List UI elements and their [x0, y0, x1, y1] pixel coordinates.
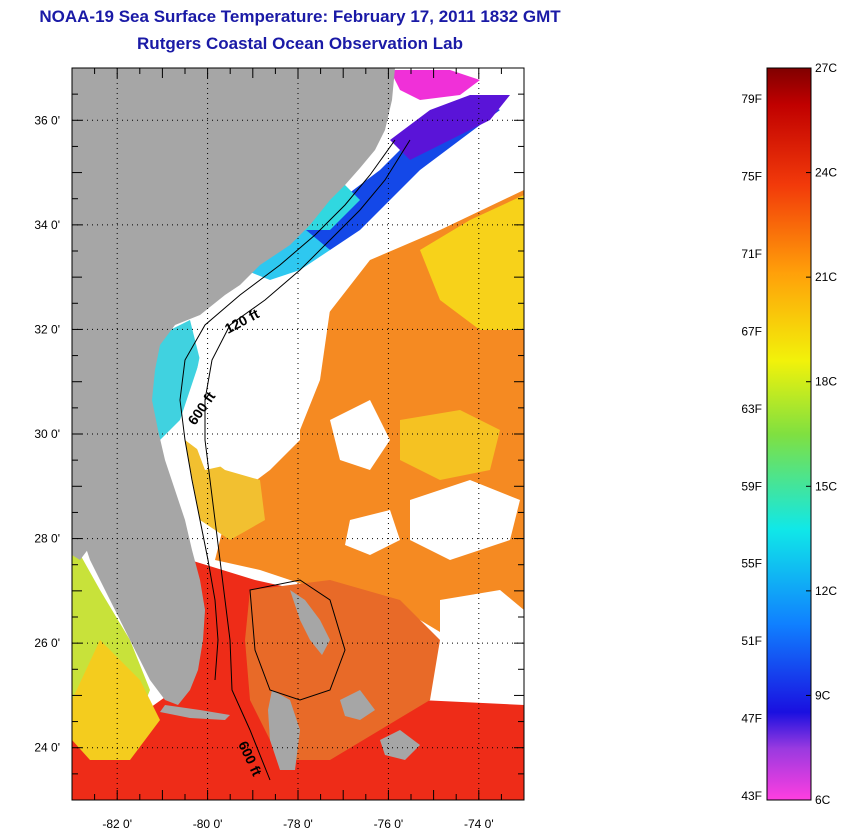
longitude-tick-label: -78 0' — [283, 817, 313, 831]
cloud-area-4 — [345, 510, 400, 555]
latitude-tick-label: 34 0' — [34, 218, 60, 232]
longitude-tick-label: -74 0' — [464, 817, 494, 831]
map-subtitle: Rutgers Coastal Ocean Observation Lab — [137, 34, 463, 53]
colorbar-c-label: 18C — [815, 375, 837, 389]
longitude-tick-label: -80 0' — [193, 817, 223, 831]
colorbar — [766, 67, 812, 801]
isobath-120ft — [179, 139, 396, 681]
latitude-tick-label: 28 0' — [34, 532, 60, 546]
colorbar-fahrenheit-labels: 79F 75F 71F 67F 63F 59F 55F 51F 47F 43F — [741, 92, 762, 803]
longitude-tick-label: -82 0' — [102, 817, 132, 831]
colorbar-f-label: 51F — [741, 634, 762, 648]
axis-ticks — [71, 67, 525, 801]
latitude-tick-label: 26 0' — [34, 636, 60, 650]
longitude-tick-label: -76 0' — [374, 817, 404, 831]
colorbar-f-label: 71F — [741, 247, 762, 261]
colorbar-f-label: 67F — [741, 324, 762, 338]
bahamas-islands-3 — [380, 730, 420, 760]
map-title: NOAA-19 Sea Surface Temperature: Februar… — [39, 7, 561, 26]
colorbar-c-label: 15C — [815, 479, 837, 493]
colorbar-f-label: 75F — [741, 169, 762, 183]
latitude-tick-label: 36 0' — [34, 113, 60, 127]
cloud-area-5 — [440, 590, 524, 660]
latitude-labels: 36 0' 34 0' 32 0' 30 0' 28 0' 26 0' 24 0' — [34, 113, 60, 754]
latitude-tick-label: 30 0' — [34, 427, 60, 441]
colorbar-f-label: 59F — [741, 479, 762, 493]
colorbar-c-label: 21C — [815, 270, 837, 284]
latitude-tick-label: 32 0' — [34, 322, 60, 336]
colorbar-f-label: 79F — [741, 92, 762, 106]
colorbar-f-label: 55F — [741, 557, 762, 571]
gulf-of-mexico-yellow — [72, 640, 160, 760]
nearshore-pink-water — [390, 70, 480, 100]
colorbar-f-label: 47F — [741, 712, 762, 726]
bahamas-bank-contour — [249, 579, 346, 701]
yellow-water-north — [420, 195, 524, 330]
colorbar-c-label: 6C — [815, 793, 831, 807]
grid-lines — [72, 68, 524, 800]
bahamas-islands-2 — [340, 690, 375, 720]
cloud-area-2 — [330, 400, 390, 470]
colorbar-c-label: 12C — [815, 584, 837, 598]
isobath-600ft — [204, 139, 411, 781]
colorbar-f-label: 63F — [741, 402, 762, 416]
longitude-labels: -82 0' -80 0' -78 0' -76 0' -74 0' — [102, 817, 493, 831]
colorbar-c-label: 24C — [815, 166, 837, 180]
us-mainland-land — [72, 68, 395, 705]
gulf-coast-land — [72, 488, 95, 560]
cloud-area-3 — [410, 480, 520, 560]
colorbar-c-label: 9C — [815, 688, 831, 702]
latitude-tick-label: 24 0' — [34, 741, 60, 755]
colorbar-f-label: 43F — [741, 789, 762, 803]
georgia-nearshore-cyan — [245, 225, 330, 280]
yellow-water-central — [400, 410, 500, 480]
colorbar-c-label: 27C — [815, 61, 837, 75]
florida-keys — [160, 705, 230, 720]
andros-island — [268, 690, 300, 770]
bahamas-islands — [290, 590, 330, 655]
north-cold-water — [390, 95, 510, 160]
colorbar-celsius-labels: 27C 24C 21C 18C 15C 12C 9C 6C — [806, 61, 837, 807]
